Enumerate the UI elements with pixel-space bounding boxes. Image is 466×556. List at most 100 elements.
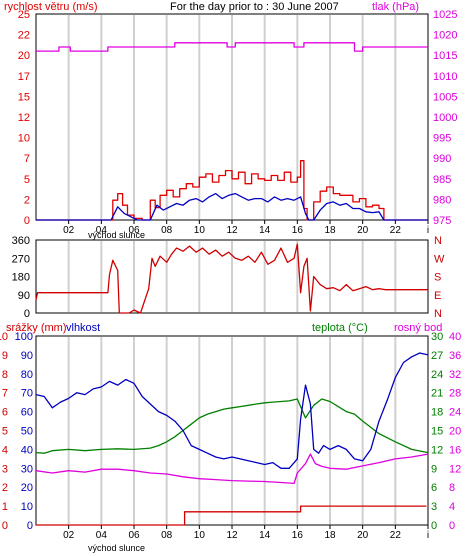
- wind-speed-tick-label: 12: [18, 112, 30, 124]
- rain-tick-label: 8: [2, 369, 8, 381]
- x-tick-label: 02: [63, 225, 75, 236]
- wind-average-line: [36, 192, 428, 221]
- rain-tick-label: 1: [2, 501, 8, 513]
- x-tick-label: 06: [128, 225, 140, 236]
- sunrise-label-bottom: východ slunce: [88, 543, 145, 553]
- x-tick-label: 14: [259, 530, 271, 541]
- humidity-tick-label: 10: [21, 501, 33, 513]
- compass-label: W: [434, 253, 445, 265]
- direction-tick-label: 90: [18, 290, 30, 302]
- rain-tick-label: 7: [2, 388, 8, 400]
- temperature-tick-label: 9: [431, 463, 437, 475]
- humidity-tick-label: 70: [21, 388, 33, 400]
- humidity-tick-label: 60: [21, 407, 33, 419]
- pressure-line: [36, 42, 428, 52]
- rain-tick-label: 3: [2, 463, 8, 475]
- temperature-tick-label: 30: [431, 331, 443, 343]
- x-tick-label: 12: [226, 530, 238, 541]
- dew-point-tick-label: 8: [449, 482, 455, 494]
- wind-speed-tick-label: 10: [18, 133, 30, 145]
- sunrise-label-top: východ slunce: [88, 230, 145, 240]
- x-tick-label: 08: [161, 225, 173, 236]
- humidity-tick-label: 30: [21, 463, 33, 475]
- pressure-tick-label: 1025: [433, 9, 457, 21]
- x-tick-label: 16: [292, 530, 304, 541]
- wind-gust-line: [36, 160, 428, 221]
- compass-label: E: [434, 290, 441, 302]
- temperature-tick-label: 24: [431, 369, 443, 381]
- temperature-line: [35, 398, 429, 454]
- x-tick-label: 16: [292, 225, 304, 236]
- wind-direction-line: [35, 243, 428, 314]
- rain-tick-label: 5: [2, 426, 8, 438]
- temperature-tick-label: 3: [431, 501, 437, 513]
- x-tick-label: 06: [128, 530, 140, 541]
- x-tick-label: 20: [357, 530, 369, 541]
- dew-point-tick-label: 40: [449, 331, 461, 343]
- x-tick-label: i: [427, 530, 429, 541]
- rain-tick-label: 4: [2, 444, 8, 456]
- temperature-axis-label: teplota (°C): [312, 322, 368, 334]
- direction-tick-label: 0: [24, 308, 30, 320]
- dew-point-tick-label: 24: [449, 407, 461, 419]
- pressure-tick-label: 980: [433, 194, 451, 206]
- temperature-tick-label: 6: [431, 482, 437, 494]
- humidity-tick-label: 80: [21, 369, 33, 381]
- x-tick-label: 12: [226, 225, 238, 236]
- wind-speed-axis-label: rychlost větru (m/s): [4, 1, 98, 13]
- temperature-tick-label: 27: [431, 350, 443, 362]
- dew-point-tick-label: 36: [449, 350, 461, 362]
- wind-speed-tick-label: 20: [18, 50, 30, 62]
- humidity-tick-label: 20: [21, 482, 33, 494]
- pressure-tick-label: 1005: [433, 91, 457, 103]
- rain-tick-label: 9: [2, 350, 8, 362]
- x-tick-label: 02: [63, 530, 75, 541]
- pressure-tick-label: 1020: [433, 30, 457, 42]
- x-tick-label: 20: [357, 225, 369, 236]
- direction-tick-label: 270: [12, 253, 30, 265]
- dew-point-line: [35, 453, 429, 485]
- dew-point-tick-label: 28: [449, 388, 461, 400]
- humidity-axis-label: vlhkost: [66, 322, 100, 334]
- pressure-tick-label: 1015: [433, 50, 457, 62]
- humidity-tick-label: 40: [21, 444, 33, 456]
- dew-point-tick-label: 4: [449, 501, 455, 513]
- x-tick-label: 18: [324, 225, 336, 236]
- wind-speed-tick-label: 17: [18, 71, 30, 83]
- wind-speed-tick-label: 25: [18, 9, 30, 21]
- pressure-tick-label: 990: [433, 153, 451, 165]
- wind-speed-tick-label: 5: [24, 174, 30, 186]
- rain-tick-label: 6: [2, 407, 8, 419]
- x-tick-label: 22: [390, 530, 402, 541]
- wind-speed-tick-label: 22: [18, 30, 30, 42]
- x-tick-label: 08: [161, 530, 173, 541]
- wind-speed-tick-label: 7: [24, 153, 30, 165]
- dew-point-tick-label: 12: [449, 463, 461, 475]
- dew-point-tick-label: 16: [449, 444, 461, 456]
- wind-pressure-panel: 0257101215172022259759809859909951000100…: [18, 9, 458, 236]
- temperature-tick-label: 15: [431, 426, 443, 438]
- wind-speed-tick-label: 15: [18, 91, 30, 103]
- humidity-tick-label: 0: [27, 520, 33, 532]
- compass-label: N: [434, 235, 442, 247]
- pressure-tick-label: 985: [433, 174, 451, 186]
- dew-point-axis-label: rosný bod: [394, 322, 442, 334]
- page-title: For the day prior to : 30 June 2007: [170, 1, 339, 13]
- x-tick-label: 10: [194, 530, 206, 541]
- x-tick-label: 18: [324, 530, 336, 541]
- dew-point-tick-label: 20: [449, 426, 461, 438]
- x-tick-label: 10: [194, 225, 206, 236]
- direction-tick-label: 360: [12, 235, 30, 247]
- temperature-tick-label: 18: [431, 407, 443, 419]
- humidity-tick-label: 100: [15, 331, 33, 343]
- humidity-tick-label: 50: [21, 426, 33, 438]
- temperature-tick-label: 12: [431, 444, 443, 456]
- direction-tick-label: 180: [12, 272, 30, 284]
- wind-speed-tick-label: 2: [24, 194, 30, 206]
- pressure-tick-label: 1010: [433, 71, 457, 83]
- temperature-tick-label: 0: [431, 520, 437, 532]
- x-tick-label: 04: [96, 530, 108, 541]
- pressure-tick-label: 975: [433, 215, 451, 227]
